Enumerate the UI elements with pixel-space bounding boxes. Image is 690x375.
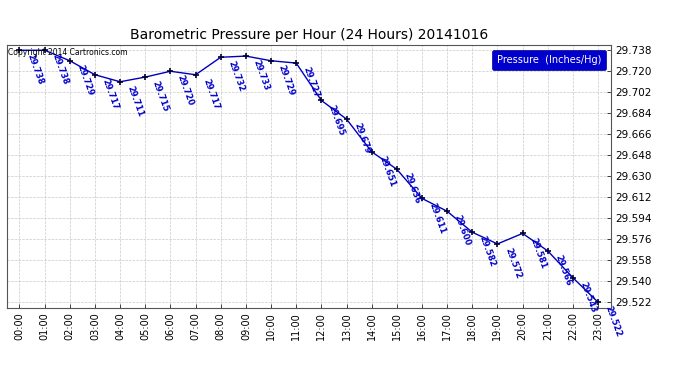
- Text: 29.581: 29.581: [528, 236, 548, 270]
- Text: 29.727: 29.727: [302, 66, 322, 99]
- Text: 29.738: 29.738: [25, 53, 44, 86]
- Text: 29.715: 29.715: [151, 80, 170, 113]
- Legend: Pressure  (Inches/Hg): Pressure (Inches/Hg): [492, 50, 606, 70]
- Text: 29.522: 29.522: [604, 305, 623, 339]
- Text: 29.729: 29.729: [75, 63, 95, 97]
- Text: 29.600: 29.600: [453, 214, 472, 248]
- Text: Copyright 2014 Cartronics.com: Copyright 2014 Cartronics.com: [8, 48, 128, 57]
- Text: 29.732: 29.732: [226, 60, 246, 93]
- Text: 29.717: 29.717: [101, 78, 120, 111]
- Text: 29.636: 29.636: [402, 172, 422, 206]
- Text: 29.733: 29.733: [251, 59, 271, 92]
- Text: 29.566: 29.566: [553, 254, 573, 287]
- Text: 29.729: 29.729: [277, 63, 296, 97]
- Text: 29.543: 29.543: [578, 280, 598, 314]
- Text: 29.720: 29.720: [176, 74, 195, 107]
- Text: 29.679: 29.679: [352, 122, 371, 155]
- Text: 29.711: 29.711: [126, 84, 145, 118]
- Text: 29.572: 29.572: [503, 247, 522, 280]
- Title: Barometric Pressure per Hour (24 Hours) 20141016: Barometric Pressure per Hour (24 Hours) …: [130, 28, 488, 42]
- Text: 29.611: 29.611: [428, 201, 447, 235]
- Text: 29.695: 29.695: [327, 103, 346, 137]
- Text: 29.651: 29.651: [377, 154, 397, 188]
- Text: 29.582: 29.582: [478, 235, 497, 268]
- Text: 29.738: 29.738: [50, 53, 70, 86]
- Text: 29.717: 29.717: [201, 78, 221, 111]
